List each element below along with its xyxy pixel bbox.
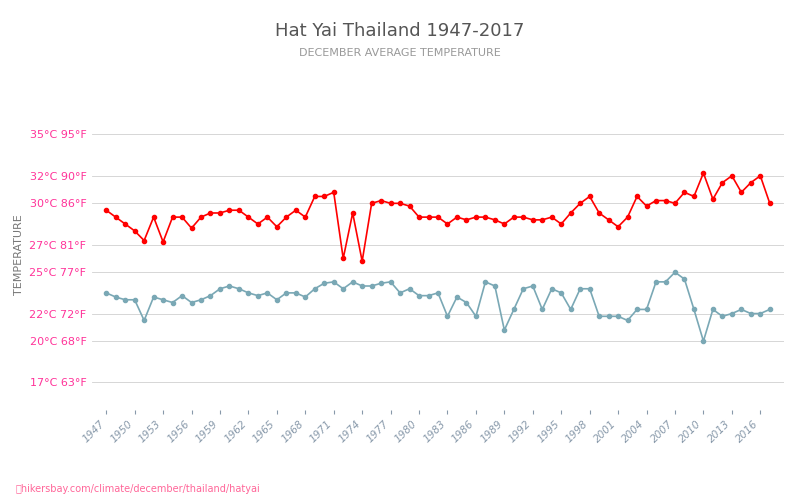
Y-axis label: TEMPERATURE: TEMPERATURE xyxy=(14,214,24,296)
Text: DECEMBER AVERAGE TEMPERATURE: DECEMBER AVERAGE TEMPERATURE xyxy=(299,48,501,58)
Text: Hat Yai Thailand 1947-2017: Hat Yai Thailand 1947-2017 xyxy=(275,22,525,40)
Text: 📍hikersbay.com/climate/december/thailand/hatyai: 📍hikersbay.com/climate/december/thailand… xyxy=(16,484,261,494)
